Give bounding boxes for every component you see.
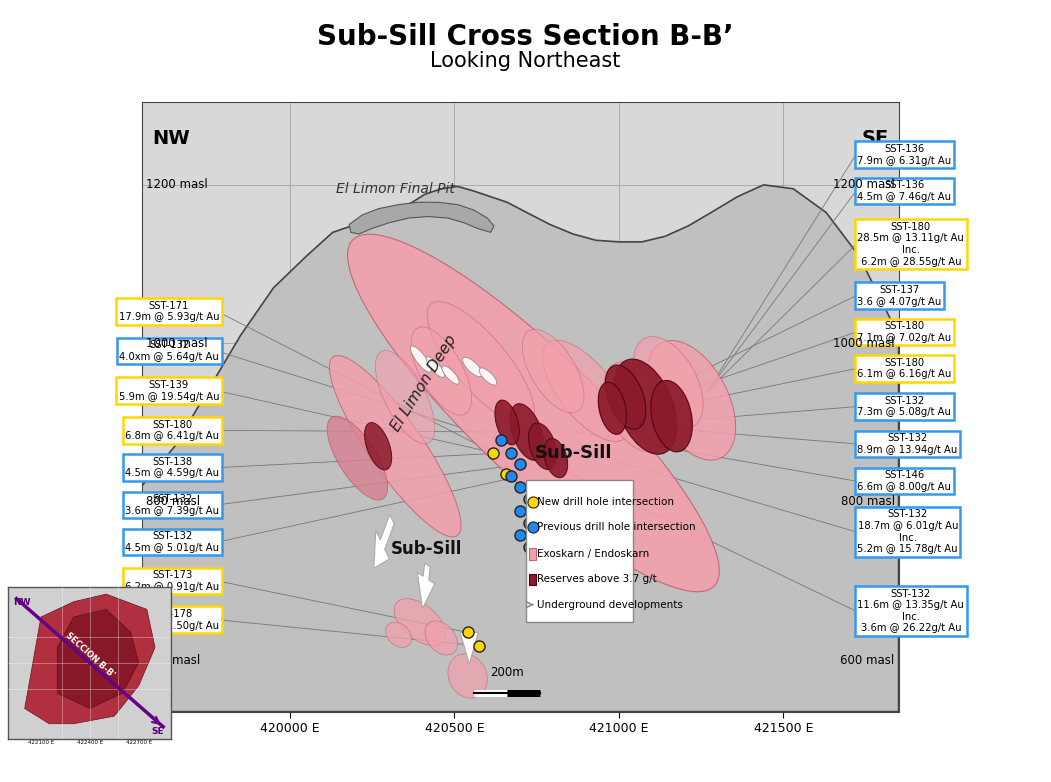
Text: 1200 masl: 1200 masl [832, 178, 894, 192]
Text: 422700 E: 422700 E [126, 740, 151, 744]
Text: El Limon Final Pit: El Limon Final Pit [335, 181, 455, 196]
Text: SST-132
11.6m @ 13.35g/t Au
Inc.
3.6m @ 26.22g/t Au: SST-132 11.6m @ 13.35g/t Au Inc. 3.6m @ … [858, 589, 964, 633]
Text: 1000 masl: 1000 masl [833, 337, 894, 350]
Ellipse shape [544, 439, 568, 478]
Ellipse shape [614, 359, 677, 454]
Text: SST-178
3.6m @ 1.50g/t Au: SST-178 3.6m @ 1.50g/t Au [125, 609, 220, 630]
Ellipse shape [529, 423, 557, 469]
Polygon shape [142, 185, 899, 712]
Text: El Limon Deep: El Limon Deep [389, 332, 459, 434]
Polygon shape [349, 203, 494, 234]
Ellipse shape [605, 365, 645, 429]
Text: NW: NW [14, 597, 30, 607]
Text: 800 masl: 800 masl [146, 495, 200, 508]
Text: SST-139
5.9m @ 19.54g/t Au: SST-139 5.9m @ 19.54g/t Au [119, 380, 220, 402]
Text: SECCION B-B': SECCION B-B' [63, 631, 117, 680]
Ellipse shape [375, 350, 435, 443]
Text: Sub-Sill: Sub-Sill [391, 540, 462, 558]
FancyBboxPatch shape [527, 480, 633, 622]
Text: 600 masl: 600 masl [841, 654, 894, 666]
Ellipse shape [386, 622, 412, 647]
FancyArrow shape [374, 515, 394, 569]
Text: SST-132
4.0xm @ 5.64g/t Au: SST-132 4.0xm @ 5.64g/t Au [120, 340, 220, 362]
Text: SST-136
4.5m @ 7.46g/t Au: SST-136 4.5m @ 7.46g/t Au [858, 181, 951, 202]
Ellipse shape [329, 356, 461, 537]
Text: 600 masl: 600 masl [146, 654, 200, 666]
Text: SST-132
7.3m @ 5.08g/t Au: SST-132 7.3m @ 5.08g/t Au [858, 396, 951, 418]
Ellipse shape [448, 654, 488, 698]
Polygon shape [427, 357, 445, 378]
Text: SST-180
28.5m @ 13.11g/t Au
Inc.
6.2m @ 28.55g/t Au: SST-180 28.5m @ 13.11g/t Au Inc. 6.2m @ … [858, 222, 964, 267]
Polygon shape [410, 346, 431, 372]
Ellipse shape [603, 362, 667, 451]
Text: 422100 E: 422100 E [28, 740, 54, 744]
Text: Sub-Sill: Sub-Sill [535, 443, 613, 461]
Polygon shape [58, 609, 139, 708]
Text: SST-180
7.1m @ 7.02g/t Au: SST-180 7.1m @ 7.02g/t Au [858, 321, 951, 343]
Ellipse shape [651, 380, 693, 452]
Ellipse shape [598, 382, 626, 434]
Text: Exoskarn / Endoskarn: Exoskarn / Endoskarn [537, 549, 650, 559]
Text: SST-132
8.9m @ 13.94g/t Au: SST-132 8.9m @ 13.94g/t Au [858, 433, 957, 454]
Text: 200m: 200m [490, 666, 524, 679]
FancyArrow shape [417, 563, 435, 608]
Ellipse shape [634, 336, 703, 429]
Text: Reserves above 3.7 g/t: Reserves above 3.7 g/t [537, 574, 657, 584]
Ellipse shape [522, 329, 584, 413]
Text: Looking Northeast: Looking Northeast [430, 51, 621, 71]
Ellipse shape [647, 340, 736, 460]
Ellipse shape [411, 327, 472, 415]
Polygon shape [479, 368, 497, 386]
Ellipse shape [394, 599, 446, 645]
Text: 422400 E: 422400 E [77, 740, 103, 744]
Ellipse shape [348, 234, 719, 592]
Ellipse shape [495, 400, 519, 445]
Text: New drill hole intersection: New drill hole intersection [537, 497, 675, 507]
Text: NW: NW [151, 129, 189, 149]
Text: SST-136
7.9m @ 6.31g/t Au: SST-136 7.9m @ 6.31g/t Au [858, 144, 951, 166]
Ellipse shape [365, 422, 392, 470]
Text: Underground developments: Underground developments [537, 600, 683, 610]
Text: SST-132
3.6m @ 7.39g/t Au: SST-132 3.6m @ 7.39g/t Au [125, 494, 220, 515]
Text: SST-132
4.5m @ 5.01g/t Au: SST-132 4.5m @ 5.01g/t Au [125, 531, 220, 553]
Text: SST-137
3.6 @ 4.07g/t Au: SST-137 3.6 @ 4.07g/t Au [858, 285, 942, 307]
Text: Sub-Sill Cross Section B-B’: Sub-Sill Cross Section B-B’ [317, 23, 734, 52]
Text: Previous drill hole intersection: Previous drill hole intersection [537, 522, 696, 532]
Text: 1200 masl: 1200 masl [146, 178, 208, 192]
Bar [530, 548, 536, 560]
Text: SST-138
4.5m @ 4.59g/t Au: SST-138 4.5m @ 4.59g/t Au [125, 457, 220, 479]
Polygon shape [25, 594, 156, 724]
Text: SST-180
6.1m @ 6.16g/t Au: SST-180 6.1m @ 6.16g/t Au [858, 358, 952, 379]
Text: SST-173
6.2m @ 0.91g/t Au: SST-173 6.2m @ 0.91g/t Au [125, 570, 220, 592]
Ellipse shape [510, 404, 543, 461]
Text: SE: SE [862, 129, 889, 149]
Text: SST-146
6.6m @ 8.00g/t Au: SST-146 6.6m @ 8.00g/t Au [858, 470, 951, 492]
Ellipse shape [327, 416, 388, 500]
Text: SST-132
18.7m @ 6.01g/t Au
Inc.
5.2m @ 15.78g/t Au: SST-132 18.7m @ 6.01g/t Au Inc. 5.2m @ 1… [858, 509, 957, 554]
FancyArrow shape [460, 629, 478, 664]
Text: SST-180
6.8m @ 6.41g/t Au: SST-180 6.8m @ 6.41g/t Au [125, 420, 220, 441]
Ellipse shape [427, 302, 535, 425]
Polygon shape [462, 357, 482, 377]
Polygon shape [441, 366, 459, 384]
Ellipse shape [425, 621, 457, 655]
Ellipse shape [542, 340, 630, 441]
Text: 1000 masl: 1000 masl [146, 337, 207, 350]
Text: 800 masl: 800 masl [841, 495, 894, 508]
Text: SST-171
17.9m @ 5.93g/t Au: SST-171 17.9m @ 5.93g/t Au [119, 301, 220, 322]
Bar [530, 574, 536, 585]
Text: SE: SE [151, 727, 164, 737]
